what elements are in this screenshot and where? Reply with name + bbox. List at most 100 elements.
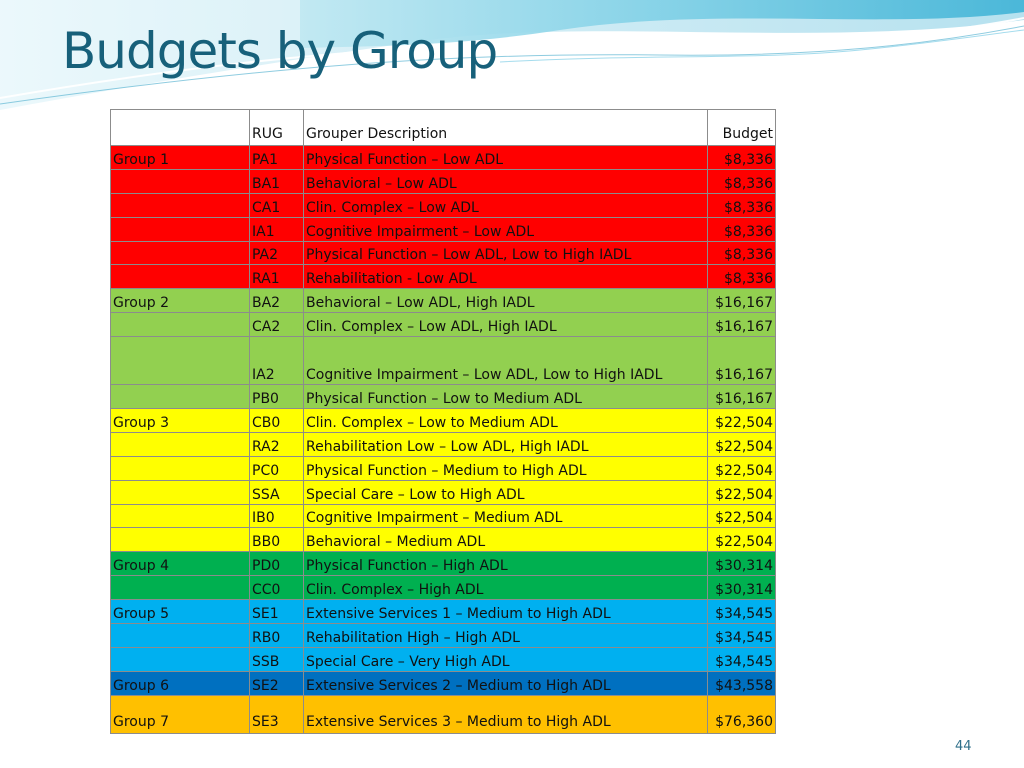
cell-rug: PC0 [249,455,304,481]
cell-description: Clin. Complex – High ADL [303,575,708,601]
header-group [110,109,250,146]
table-row: SSA Special Care – Low to High ADL $22,504 [110,479,776,505]
cell-group [110,384,250,410]
budgets-table: RUG Grouper Description Budget Group 1 PA… [110,109,776,734]
table-row: Group 2 BA2 Behavioral – Low ADL, High IAD… [110,288,776,314]
cell-description: Rehabilitation - Low ADL [303,264,708,290]
cell-description: Clin. Complex – Low ADL, High IADL [303,312,708,338]
cell-group: Group 2 [110,288,250,314]
cell-budget: $16,167 [707,312,776,338]
cell-rug: BA1 [249,168,304,194]
cell-group [110,646,250,672]
cell-rug: PA2 [249,240,304,266]
cell-rug: CC0 [249,575,304,601]
cell-group [110,336,250,386]
header-description: Grouper Description [303,109,708,146]
cell-group [110,527,250,553]
cell-description: Rehabilitation High – High ADL [303,623,708,648]
cell-description: Physical Function – Medium to High ADL [303,455,708,481]
cell-budget: $8,336 [707,145,776,170]
table-row: IB0 Cognitive Impairment – Medium ADL $22,… [110,503,776,529]
cell-rug: CA2 [249,312,304,338]
cell-group: Group 3 [110,408,250,433]
cell-budget: $34,545 [707,646,776,672]
table-row: BB0 Behavioral – Medium ADL $22,504 [110,527,776,553]
cell-rug: BB0 [249,527,304,553]
table-row: Group 1 PA1 Physical Function – Low ADL $8,… [110,145,776,170]
cell-rug: CB0 [249,408,304,433]
cell-rug: SE1 [249,599,304,625]
cell-description: Special Care – Low to High ADL [303,479,708,505]
cell-description: Clin. Complex – Low to Medium ADL [303,408,708,433]
cell-rug: RA2 [249,431,304,457]
cell-rug: SSA [249,479,304,505]
cell-rug: PA1 [249,145,304,170]
cell-description: Cognitive Impairment – Medium ADL [303,503,708,529]
table-row: CA1 Clin. Complex – Low ADL $8,336 [110,192,776,218]
cell-rug: RA1 [249,264,304,290]
cell-description: Extensive Services 1 – Medium to High AD… [303,599,708,625]
table-row: IA2 Cognitive Impairment – Low ADL, Low t… [110,336,776,386]
cell-description: Physical Function – Low to Medium ADL [303,384,708,410]
table-row: Group 3 CB0 Clin. Complex – Low to Medium … [110,408,776,433]
cell-description: Special Care – Very High ADL [303,646,708,672]
cell-rug: PB0 [249,384,304,410]
cell-group: Group 7 [110,694,250,734]
table-row: Group 7 SE3 Extensive Services 3 – Medium … [110,694,776,734]
cell-description: Physical Function – Low ADL [303,145,708,170]
cell-group [110,503,250,529]
cell-rug: SE3 [249,694,304,734]
cell-rug: IA1 [249,216,304,242]
table-row: RB0 Rehabilitation High – High ADL $34,545 [110,623,776,648]
cell-group [110,192,250,218]
cell-budget: $22,504 [707,431,776,457]
slide-title: Budgets by Group [62,22,498,80]
cell-rug: BA2 [249,288,304,314]
header-rug: RUG [249,109,304,146]
cell-group [110,216,250,242]
cell-group [110,168,250,194]
cell-budget: $43,558 [707,670,776,696]
cell-budget: $16,167 [707,384,776,410]
cell-budget: $34,545 [707,623,776,648]
cell-budget: $22,504 [707,408,776,433]
cell-group [110,240,250,266]
table-row: RA2 Rehabilitation Low – Low ADL, High IA… [110,431,776,457]
page-number: 44 [955,739,972,754]
cell-budget: $8,336 [707,168,776,194]
cell-group: Group 6 [110,670,250,696]
cell-group [110,455,250,481]
table-row: Group 5 SE1 Extensive Services 1 – Medium … [110,599,776,625]
cell-budget: $8,336 [707,264,776,290]
header-swoosh-decoration [0,0,1024,110]
table-row: IA1 Cognitive Impairment – Low ADL $8,336 [110,216,776,242]
cell-group [110,623,250,648]
cell-rug: SE2 [249,670,304,696]
cell-budget: $34,545 [707,599,776,625]
cell-rug: IB0 [249,503,304,529]
table-header-row: RUG Grouper Description Budget [110,109,776,146]
table-row: RA1 Rehabilitation - Low ADL $8,336 [110,264,776,290]
cell-description: Extensive Services 3 – Medium to High AD… [303,694,708,734]
cell-description: Extensive Services 2 – Medium to High AD… [303,670,708,696]
cell-budget: $22,504 [707,479,776,505]
cell-description: Behavioral – Low ADL [303,168,708,194]
cell-description: Physical Function – Low ADL, Low to High… [303,240,708,266]
table-row: Group 6 SE2 Extensive Services 2 – Medium … [110,670,776,696]
cell-group [110,479,250,505]
table-row: Group 4 PD0 Physical Function – High ADL $3… [110,551,776,577]
cell-group [110,575,250,601]
table-row: PB0 Physical Function – Low to Medium ADL… [110,384,776,410]
table-row: BA1 Behavioral – Low ADL $8,336 [110,168,776,194]
cell-group: Group 5 [110,599,250,625]
cell-budget: $16,167 [707,336,776,386]
cell-description: Behavioral – Medium ADL [303,527,708,553]
cell-budget: $8,336 [707,192,776,218]
cell-group: Group 4 [110,551,250,577]
cell-group [110,264,250,290]
cell-rug: IA2 [249,336,304,386]
cell-description: Behavioral – Low ADL, High IADL [303,288,708,314]
cell-budget: $8,336 [707,240,776,266]
cell-budget: $16,167 [707,288,776,314]
cell-description: Clin. Complex – Low ADL [303,192,708,218]
